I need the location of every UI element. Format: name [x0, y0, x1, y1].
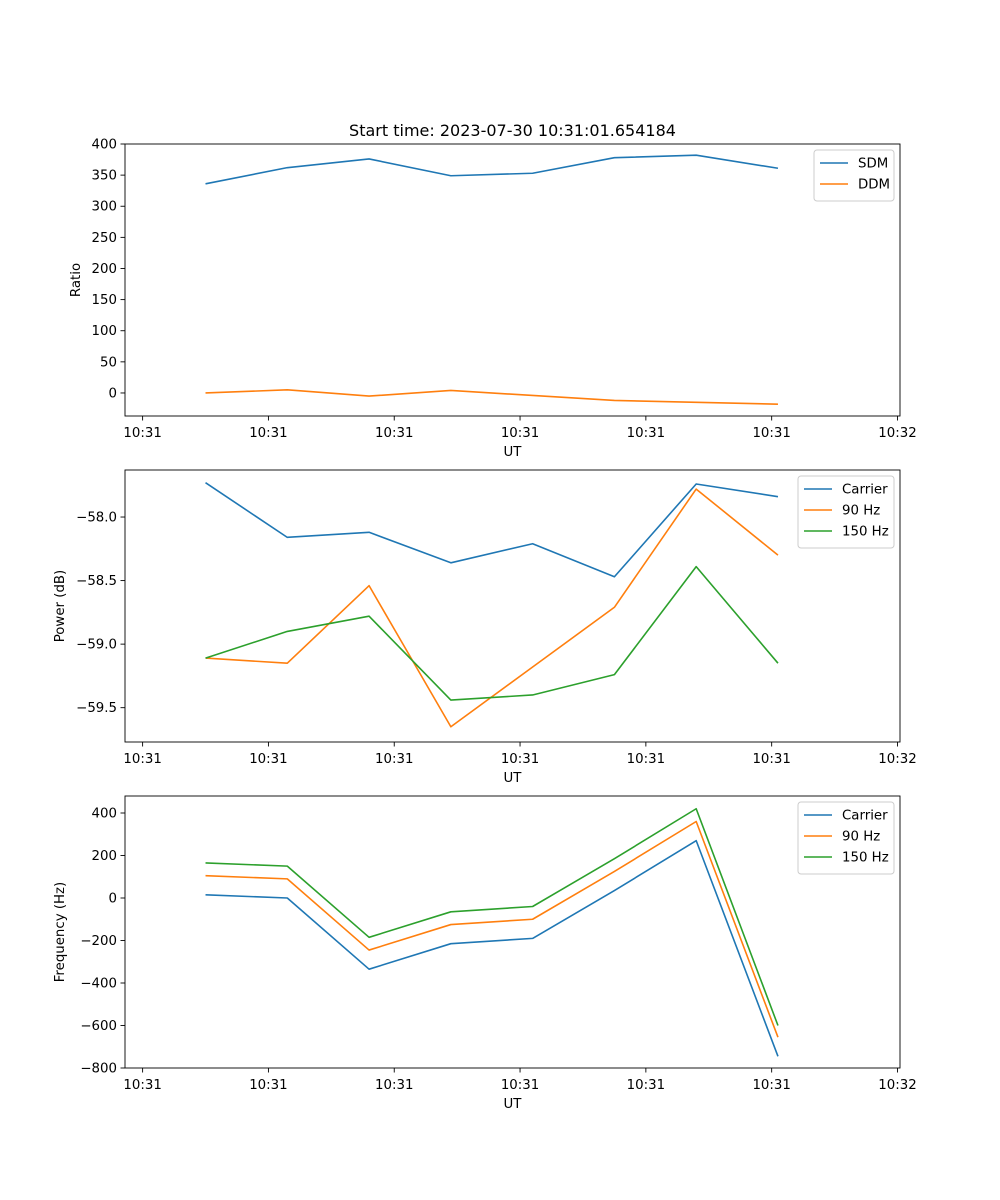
- legend-label: Carrier: [842, 483, 888, 498]
- series-line-150-hz: [205, 565, 779, 701]
- subplot-2: 10:31 10:31 10:31 10:31 10:31 10:31 10:32 −58.0…: [53, 469, 917, 786]
- legend: SDM DDM: [813, 149, 895, 202]
- series-line-ddm: [205, 389, 778, 405]
- legend-label: Carrier: [842, 809, 888, 824]
- y-tick-label: −58.0: [76, 511, 117, 526]
- y-tick-label: 350: [92, 169, 117, 184]
- subplot-3: 10:31 10:31 10:31 10:31 10:31 10:31 10:32 400 20…: [53, 795, 917, 1112]
- x-tick-label: 10:31: [375, 752, 413, 767]
- x-tick-label: 10:31: [123, 752, 161, 767]
- x-tick-label: 10:31: [249, 752, 287, 767]
- y-tick-label: −58.5: [76, 574, 117, 589]
- legend-label: 150 Hz: [842, 851, 889, 866]
- y-tick-label: 150: [92, 293, 117, 308]
- x-tick-label: 10:31: [375, 426, 413, 441]
- y-axis-label: Frequency (Hz): [53, 882, 68, 983]
- y-tick-label: −400: [80, 977, 117, 992]
- x-tick-label: 10:31: [752, 1078, 790, 1093]
- y-tick-label: −59.5: [76, 701, 117, 716]
- x-tick-label: 10:31: [501, 752, 539, 767]
- y-tick-label: −600: [80, 1019, 117, 1034]
- series-line-carrier: [205, 839, 779, 1057]
- series-line-90-hz: [205, 820, 779, 1038]
- x-tick-label: 10:31: [752, 426, 790, 441]
- legend-label: 90 Hz: [842, 504, 880, 519]
- x-tick-label: 10:31: [123, 1078, 161, 1093]
- axes-frame: [124, 143, 901, 417]
- legend: Carrier 90 Hz 150 Hz: [797, 801, 895, 875]
- x-tick-label: 10:31: [627, 752, 665, 767]
- legend-box: [797, 475, 895, 549]
- y-tick-label: 250: [92, 231, 117, 246]
- y-tick-label: 200: [92, 262, 117, 277]
- legend-label: 150 Hz: [842, 525, 889, 540]
- x-tick-label: 10:31: [249, 426, 287, 441]
- x-tick-label: 10:31: [249, 1078, 287, 1093]
- x-axis-label: UT: [504, 445, 523, 460]
- y-tick-label: −200: [80, 934, 117, 949]
- series-line-90-hz: [205, 488, 779, 728]
- x-tick-label: 10:32: [878, 426, 916, 441]
- series-line-sdm: [205, 154, 779, 185]
- x-tick-label: 10:31: [501, 1078, 539, 1093]
- y-tick-label: 0: [109, 386, 117, 401]
- y-tick-label: 100: [92, 324, 117, 339]
- legend-label: DDM: [858, 178, 890, 193]
- legend-label: 90 Hz: [842, 830, 880, 845]
- x-axis-label: UT: [504, 1097, 523, 1112]
- x-tick-label: 10:31: [123, 426, 161, 441]
- y-tick-label: 400: [92, 807, 117, 822]
- series-line-carrier: [205, 482, 779, 578]
- x-tick-label: 10:31: [752, 752, 790, 767]
- legend: Carrier 90 Hz 150 Hz: [797, 475, 895, 549]
- legend-box: [797, 801, 895, 875]
- x-tick-label: 10:31: [375, 1078, 413, 1093]
- y-tick-label: −800: [80, 1062, 117, 1077]
- axes-frame: [124, 469, 901, 743]
- y-tick-label: 50: [100, 355, 117, 370]
- y-axis-label: Ratio: [69, 263, 84, 297]
- x-axis-label: UT: [504, 771, 523, 786]
- y-tick-label: −59.0: [76, 638, 117, 653]
- x-tick-label: 10:32: [878, 752, 916, 767]
- subplot-1: Start time: 2023-07-30 10:31:01.654184 10…: [69, 121, 917, 460]
- x-tick-label: 10:31: [627, 1078, 665, 1093]
- chart-title: Start time: 2023-07-30 10:31:01.654184: [349, 121, 676, 140]
- y-tick-label: 400: [92, 138, 117, 153]
- x-tick-label: 10:31: [501, 426, 539, 441]
- legend-label: SDM: [858, 157, 888, 172]
- y-axis-label: Power (dB): [53, 570, 68, 643]
- y-tick-label: 200: [92, 849, 117, 864]
- axes-frame: [124, 795, 901, 1069]
- series-line-150-hz: [205, 807, 779, 1026]
- x-tick-label: 10:31: [627, 426, 665, 441]
- y-tick-label: 0: [109, 892, 117, 907]
- x-tick-label: 10:32: [878, 1078, 916, 1093]
- y-tick-label: 300: [92, 200, 117, 215]
